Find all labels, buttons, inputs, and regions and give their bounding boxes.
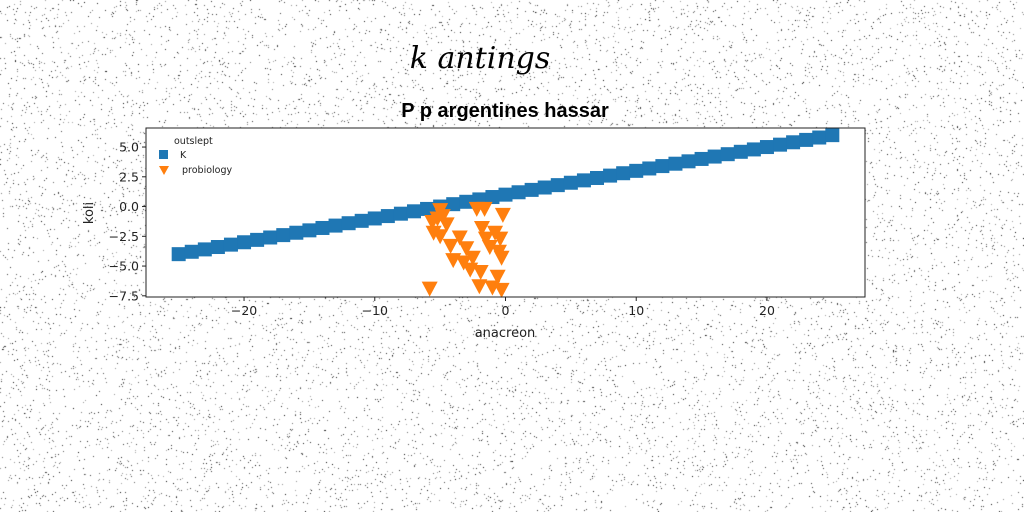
k-point xyxy=(289,225,304,240)
probiology-point xyxy=(472,265,489,281)
k-point xyxy=(276,228,291,243)
k-point xyxy=(328,218,343,233)
k-point xyxy=(184,244,199,259)
legend-label-probiology: probiology xyxy=(182,165,233,176)
k-point xyxy=(655,159,670,174)
legend: outslept K probiology xyxy=(159,136,233,176)
k-point xyxy=(511,185,526,200)
y-tick-label: 5.0 xyxy=(119,140,139,155)
probiology-point xyxy=(464,250,481,266)
k-point xyxy=(642,161,657,176)
k-point xyxy=(524,182,539,197)
probiology-point xyxy=(481,240,498,256)
probiology-point xyxy=(424,215,441,231)
probiology-point xyxy=(421,281,438,297)
x-axis-label: anacreon xyxy=(475,326,536,341)
chart-title: P p argentines hassar xyxy=(401,100,609,122)
probiology-point xyxy=(489,269,506,285)
k-point xyxy=(550,178,565,193)
probiology-point xyxy=(492,231,509,247)
k-point xyxy=(498,187,513,202)
k-point xyxy=(459,194,474,209)
x-tick-label: 10 xyxy=(628,303,644,318)
k-point xyxy=(786,135,801,150)
k-point xyxy=(341,216,356,231)
k-point xyxy=(707,149,722,164)
k-point xyxy=(825,128,840,143)
legend-title: outslept xyxy=(174,136,213,147)
probiology-point xyxy=(494,207,511,223)
x-tick-label: −10 xyxy=(362,303,388,318)
k-point xyxy=(171,247,186,262)
k-point xyxy=(406,204,421,219)
probiology-point xyxy=(438,217,455,233)
points-layer xyxy=(171,128,840,298)
probiology-point xyxy=(476,201,493,217)
probiology-point xyxy=(458,241,475,257)
x-tick-label: −20 xyxy=(231,303,257,318)
k-point xyxy=(733,144,748,159)
k-point xyxy=(590,170,605,185)
k-point xyxy=(380,209,395,224)
probiology-point xyxy=(471,279,488,295)
k-point xyxy=(746,142,761,157)
k-point xyxy=(223,237,238,252)
k-point xyxy=(315,220,330,235)
probiology-point xyxy=(477,231,494,247)
y-axis-label: koli xyxy=(82,202,97,224)
k-point xyxy=(629,163,644,178)
k-point xyxy=(563,175,578,190)
k-point xyxy=(210,240,225,255)
x-tick-label: 20 xyxy=(759,303,775,318)
k-point xyxy=(446,197,461,212)
k-point xyxy=(237,235,252,250)
k-point xyxy=(616,166,631,181)
y-tick-label: −7.5 xyxy=(109,288,139,303)
k-point xyxy=(537,180,552,195)
k-point xyxy=(485,190,500,205)
y-tick-label: −2.5 xyxy=(109,229,139,244)
probiology-point xyxy=(442,238,459,254)
legend-marker-k xyxy=(159,150,168,159)
k-point xyxy=(799,132,814,147)
k-point xyxy=(759,140,774,155)
probiology-point xyxy=(451,230,468,246)
k-point xyxy=(694,151,709,166)
legend-label-k: K xyxy=(180,150,187,161)
k-point xyxy=(720,147,735,162)
probiology-point xyxy=(493,282,510,298)
k-point xyxy=(681,154,696,169)
y-tick-label: −5.0 xyxy=(109,259,139,274)
probiology-point xyxy=(493,250,510,266)
k-point xyxy=(668,156,683,171)
figure-suptitle: k antings xyxy=(410,41,551,76)
probiology-point xyxy=(473,220,490,236)
legend-marker-probiology xyxy=(159,166,169,175)
k-point xyxy=(603,168,618,183)
k-point xyxy=(393,206,408,221)
probiology-point xyxy=(432,229,449,245)
k-point xyxy=(250,232,265,247)
k-point xyxy=(812,130,827,145)
k-point xyxy=(197,242,212,257)
k-point xyxy=(263,230,278,245)
k-point xyxy=(367,211,382,226)
k-point xyxy=(576,173,591,188)
k-point xyxy=(773,137,788,152)
y-tick-label: 2.5 xyxy=(119,169,139,184)
k-point xyxy=(302,223,317,238)
axes-layer: −20 −10 0 10 20 5.0 2.5 0.0 −2.5 −5.0 −7.5 xyxy=(109,127,866,318)
k-point xyxy=(354,213,369,228)
x-tick-label: 0 xyxy=(502,303,510,318)
y-tick-label: 0.0 xyxy=(119,199,139,214)
